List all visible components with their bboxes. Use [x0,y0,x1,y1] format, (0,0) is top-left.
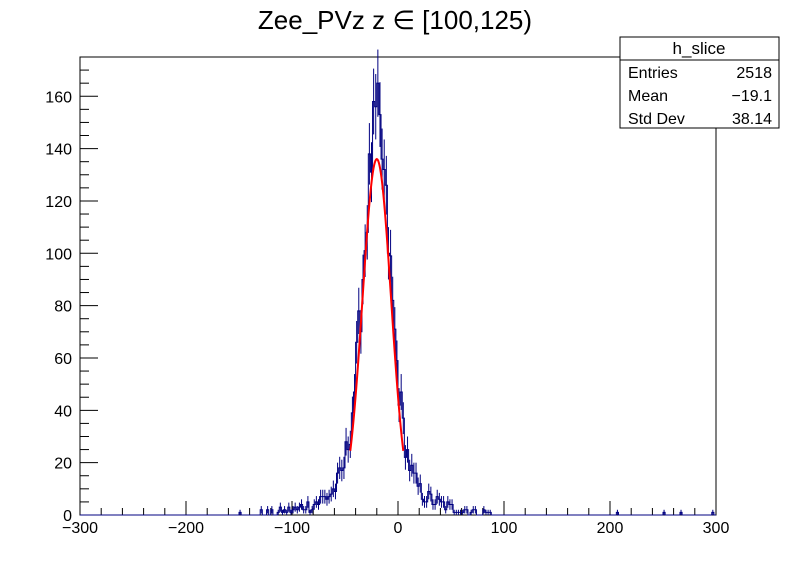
y-tick-label: 40 [54,403,72,420]
histogram-steps [80,82,716,516]
x-tick-label: 0 [394,520,403,537]
y-tick-label: 0 [63,508,72,525]
x-tick-label: 300 [703,520,730,537]
x-tick-label: −200 [168,520,204,537]
stats-box-frame [619,36,780,129]
x-tick-label: 100 [491,520,518,537]
axis-ticks [79,56,717,516]
x-tick-label: −100 [274,520,310,537]
y-tick-label: 20 [54,456,72,473]
y-tick-label: 160 [45,89,72,106]
stats-stddev-label: Std Dev [628,111,685,128]
y-tick-label: 60 [54,351,72,368]
stats-entries-value: 2518 [736,65,772,82]
x-axis-tick-labels: −300 −200 −100 0 100 200 300 [62,520,729,537]
y-tick-label: 140 [45,142,72,159]
y-axis-tick-labels: 0 20 40 60 80 100 120 140 160 [45,89,72,525]
y-tick-label: 120 [45,194,72,211]
y-tick-label: 80 [54,299,72,316]
gaussian-fit-curve [349,157,405,452]
stats-box-title: h_slice [673,39,726,58]
x-tick-label: 200 [597,520,624,537]
stats-box: h_slice Entries 2518 Mean −19.1 Std Dev … [619,36,780,129]
chart-title: Zee_PVz z ∈ [100,125) [258,5,532,35]
stats-mean-value: −19.1 [732,88,773,105]
stats-mean-label: Mean [628,88,668,105]
stats-stddev-value: 38.14 [732,111,772,128]
stats-entries-label: Entries [628,65,678,82]
x-tick-label: −300 [62,520,98,537]
y-tick-label: 100 [45,246,72,263]
